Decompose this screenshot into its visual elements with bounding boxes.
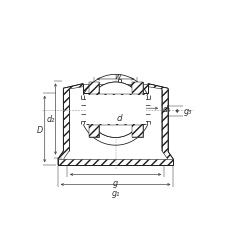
Polygon shape	[131, 83, 142, 138]
Polygon shape	[88, 83, 99, 138]
Circle shape	[87, 83, 143, 138]
Polygon shape	[85, 96, 145, 125]
Ellipse shape	[136, 99, 137, 100]
Polygon shape	[88, 95, 142, 126]
Polygon shape	[57, 84, 83, 166]
Text: d₂: d₂	[46, 115, 55, 124]
Polygon shape	[83, 84, 147, 93]
Text: D: D	[37, 125, 43, 134]
Ellipse shape	[93, 110, 94, 111]
Text: d₅: d₅	[162, 104, 171, 113]
Polygon shape	[57, 159, 173, 166]
Ellipse shape	[93, 121, 94, 122]
Polygon shape	[64, 84, 166, 158]
Polygon shape	[88, 83, 99, 138]
Ellipse shape	[136, 110, 137, 111]
Ellipse shape	[136, 121, 137, 122]
Polygon shape	[147, 84, 173, 166]
Polygon shape	[131, 83, 142, 138]
Text: g: g	[112, 179, 118, 188]
Text: w: w	[114, 72, 121, 81]
Text: d: d	[116, 113, 122, 123]
Text: g₃: g₃	[183, 107, 191, 116]
Ellipse shape	[93, 99, 94, 100]
Text: g₁: g₁	[111, 188, 119, 197]
